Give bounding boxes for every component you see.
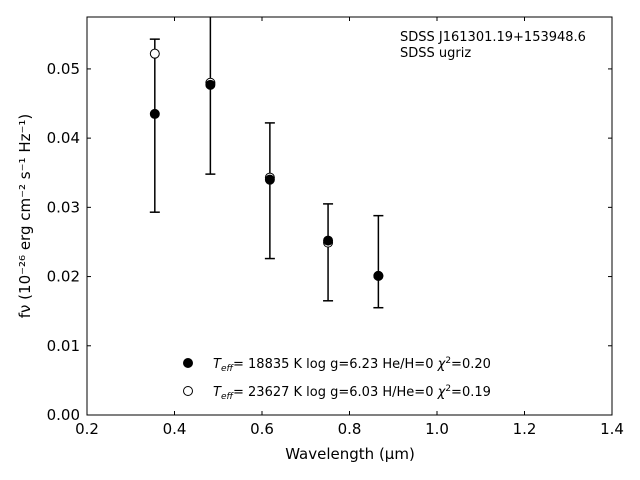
x-tick-label: 1.4	[600, 420, 624, 438]
legend-marker-open	[183, 386, 193, 396]
y-tick-label: 0.04	[47, 129, 80, 147]
error-bars	[149, 17, 384, 309]
data-points	[149, 48, 384, 281]
point-open	[149, 48, 160, 59]
legend-label-1: Teff= 18835 K log g=6.23 He/H=0 χ2=0.20	[213, 356, 491, 374]
annotation-object-name: SDSS J161301.19+153948.6	[400, 30, 586, 45]
y-tick-label: 0.01	[47, 337, 80, 355]
legend: Teff= 18835 K log g=6.23 He/H=0 χ2=0.20 …	[183, 356, 491, 402]
x-tick-label: 0.2	[75, 420, 99, 438]
point-filled	[264, 174, 275, 185]
x-tick-label: 1.2	[513, 420, 537, 438]
annotation-survey: SDSS ugriz	[400, 46, 471, 61]
y-tick-label: 0.02	[47, 268, 80, 286]
axis-ticks: 0.2 0.4 0.6 0.8 1.0 1.2 1.4 0.00 0.01 0.02 0.03 0.0…	[47, 17, 624, 438]
y-tick-label: 0.03	[47, 198, 80, 216]
point-filled	[205, 79, 216, 90]
legend-marker-filled	[183, 358, 193, 368]
x-tick-label: 0.6	[250, 420, 274, 438]
y-tick-label: 0.05	[47, 60, 80, 78]
point-filled	[149, 108, 160, 119]
x-tick-label: 0.8	[338, 420, 362, 438]
x-axis-label: Wavelength (μm)	[285, 445, 415, 463]
y-axis-label: fν (10⁻²⁶ erg cm⁻² s⁻¹ Hz⁻¹)	[16, 114, 34, 319]
y-tick-label: 0.00	[47, 406, 80, 424]
legend-label-2: Teff= 23627 K log g=6.03 H/He=0 χ2=0.19	[213, 384, 491, 402]
point-filled	[373, 270, 384, 281]
point-filled	[323, 235, 334, 246]
x-tick-label: 0.4	[163, 420, 187, 438]
x-tick-label: 1.0	[425, 420, 449, 438]
plot-frame	[86, 16, 613, 416]
